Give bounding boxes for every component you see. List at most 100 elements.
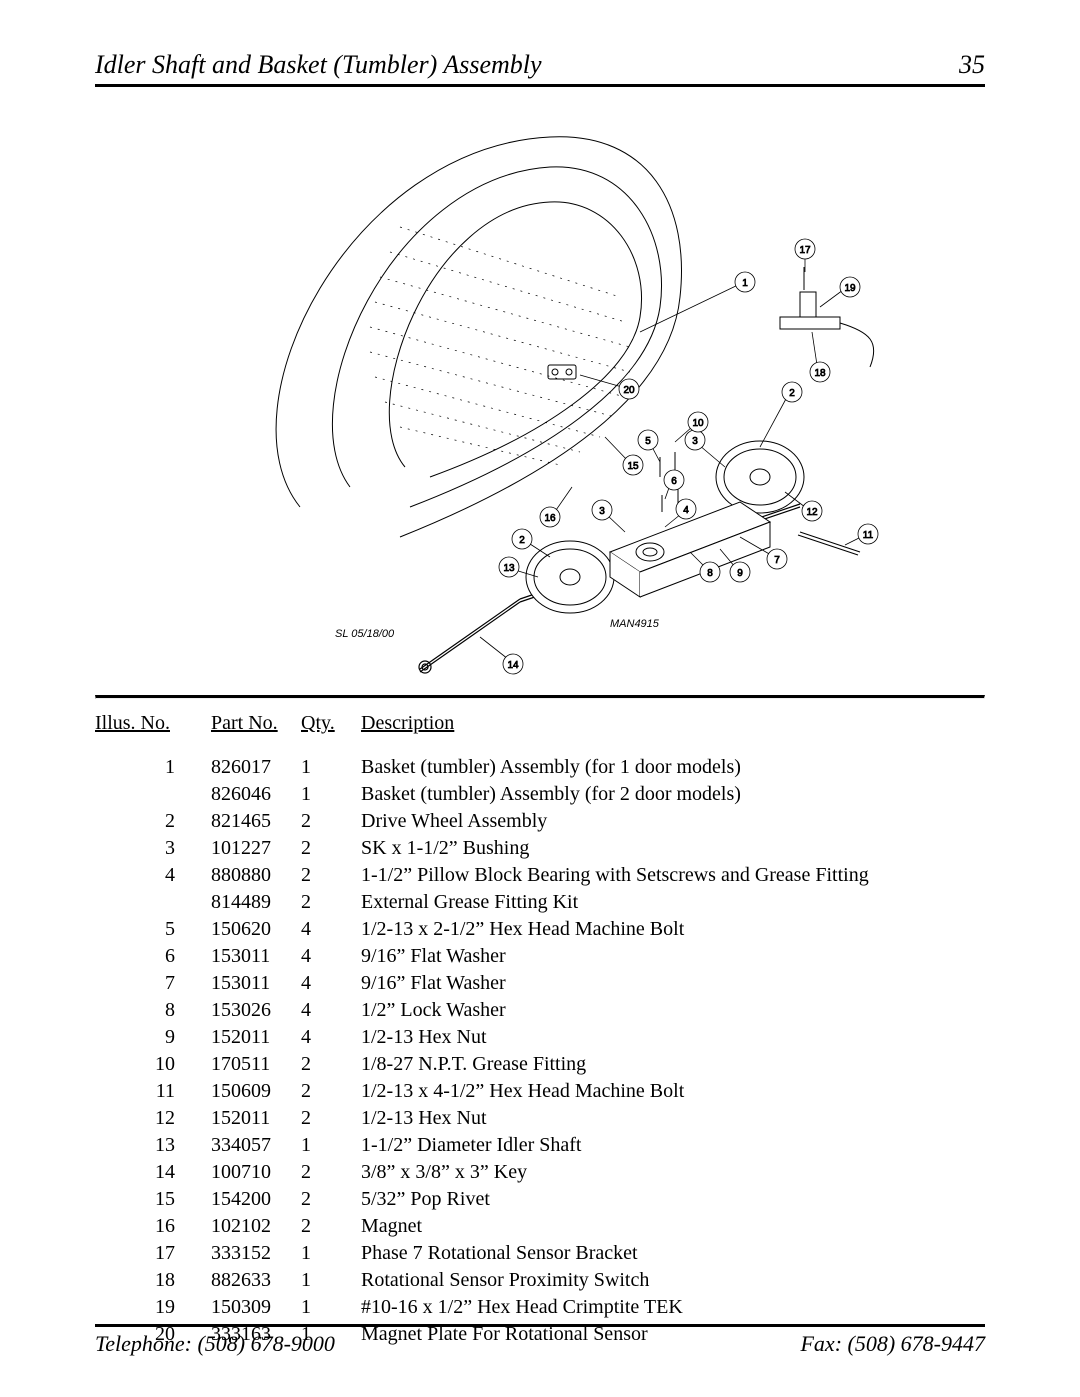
cell-part: 154200	[205, 1186, 295, 1213]
cell-part: 150309	[205, 1294, 295, 1321]
callout-13: 13	[503, 563, 515, 574]
cell-illus: 13	[95, 1132, 205, 1159]
cell-desc: 1/2-13 Hex Nut	[355, 1105, 985, 1132]
cell-desc: External Grease Fitting Kit	[355, 889, 985, 916]
diagram-note-center: MAN4915	[610, 618, 660, 630]
col-header-desc: Description	[355, 709, 985, 754]
cell-part: 100710	[205, 1159, 295, 1186]
cell-qty: 4	[295, 970, 355, 997]
cell-qty: 4	[295, 916, 355, 943]
table-row: 1333405711-1/2” Diameter Idler Shaft	[95, 1132, 985, 1159]
callout-2b: 2	[519, 535, 525, 546]
cell-desc: Drive Wheel Assembly	[355, 808, 985, 835]
cell-illus: 6	[95, 943, 205, 970]
cell-qty: 1	[295, 1240, 355, 1267]
cell-desc: SK x 1-1/2” Bushing	[355, 835, 985, 862]
cell-illus: 2	[95, 808, 205, 835]
table-row: 488088021-1/2” Pillow Block Bearing with…	[95, 862, 985, 889]
table-row: 188826331Rotational Sensor Proximity Swi…	[95, 1267, 985, 1294]
parts-table-body: 18260171Basket (tumbler) Assembly (for 1…	[95, 754, 985, 1348]
cell-desc: 1/2” Lock Washer	[355, 997, 985, 1024]
cell-desc: #10-16 x 1/2” Hex Head Crimptite TEK	[355, 1294, 985, 1321]
page-title: Idler Shaft and Basket (Tumbler) Assembl…	[95, 50, 542, 80]
table-row: 18260171Basket (tumbler) Assembly (for 1…	[95, 754, 985, 781]
cell-desc: 1/2-13 Hex Nut	[355, 1024, 985, 1051]
callout-8: 8	[707, 568, 713, 579]
callout-20: 20	[623, 385, 635, 396]
col-header-part: Part No.	[205, 709, 295, 754]
table-row: 715301149/16” Flat Washer	[95, 970, 985, 997]
cell-qty: 2	[295, 808, 355, 835]
table-row: 1410071023/8” x 3/8” x 3” Key	[95, 1159, 985, 1186]
callout-19: 19	[844, 283, 856, 294]
cell-qty: 1	[295, 754, 355, 781]
callout-2: 2	[789, 388, 795, 399]
cell-part: 333152	[205, 1240, 295, 1267]
cell-illus: 16	[95, 1213, 205, 1240]
cell-part: 882633	[205, 1267, 295, 1294]
table-top-rule	[95, 695, 985, 699]
cell-qty: 1	[295, 1267, 355, 1294]
cell-desc: 1-1/2” Diameter Idler Shaft	[355, 1132, 985, 1159]
table-row: 1115060921/2-13 x 4-1/2” Hex Head Machin…	[95, 1078, 985, 1105]
cell-part: 153026	[205, 997, 295, 1024]
cell-qty: 4	[295, 1024, 355, 1051]
parts-table: Illus. No. Part No. Qty. Description 182…	[95, 709, 985, 1348]
table-row: 815302641/2” Lock Washer	[95, 997, 985, 1024]
table-row: 28214652Drive Wheel Assembly	[95, 808, 985, 835]
cell-qty: 2	[295, 1186, 355, 1213]
cell-desc: 1-1/2” Pillow Block Bearing with Setscre…	[355, 862, 985, 889]
table-row: 191503091#10-16 x 1/2” Hex Head Crimptit…	[95, 1294, 985, 1321]
table-row: 173331521Phase 7 Rotational Sensor Brack…	[95, 1240, 985, 1267]
cell-illus: 14	[95, 1159, 205, 1186]
cell-illus	[95, 889, 205, 916]
table-row: 1515420025/32” Pop Rivet	[95, 1186, 985, 1213]
cell-illus: 5	[95, 916, 205, 943]
cell-part: 152011	[205, 1024, 295, 1051]
callout-12: 12	[806, 507, 818, 518]
cell-qty: 1	[295, 781, 355, 808]
table-row: 161021022Magnet	[95, 1213, 985, 1240]
footer-telephone: Telephone: (508) 678-9000	[95, 1331, 335, 1357]
col-header-qty: Qty.	[295, 709, 355, 754]
col-header-illus: Illus. No.	[95, 709, 205, 754]
cell-part: 814489	[205, 889, 295, 916]
callout-1: 1	[742, 278, 748, 289]
diagram-note-left: SL 05/18/00	[335, 628, 395, 640]
cell-part: 153011	[205, 943, 295, 970]
cell-part: 153011	[205, 970, 295, 997]
cell-illus: 7	[95, 970, 205, 997]
cell-desc: Basket (tumbler) Assembly (for 2 door mo…	[355, 781, 985, 808]
cell-desc: 3/8” x 3/8” x 3” Key	[355, 1159, 985, 1186]
cell-qty: 1	[295, 1294, 355, 1321]
cell-qty: 2	[295, 1078, 355, 1105]
cell-illus: 10	[95, 1051, 205, 1078]
cell-part: 826046	[205, 781, 295, 808]
cell-illus: 4	[95, 862, 205, 889]
cell-illus: 17	[95, 1240, 205, 1267]
cell-desc: Rotational Sensor Proximity Switch	[355, 1267, 985, 1294]
cell-part: 150620	[205, 916, 295, 943]
callout-17: 17	[799, 245, 811, 256]
cell-illus: 1	[95, 754, 205, 781]
callout-3b: 3	[599, 506, 605, 517]
callout-16: 16	[544, 513, 556, 524]
cell-part: 826017	[205, 754, 295, 781]
cell-part: 152011	[205, 1105, 295, 1132]
page-number: 35	[959, 50, 985, 80]
cell-desc: Basket (tumbler) Assembly (for 1 door mo…	[355, 754, 985, 781]
cell-desc: 9/16” Flat Washer	[355, 943, 985, 970]
table-row: 31012272SK x 1-1/2” Bushing	[95, 835, 985, 862]
callout-14: 14	[507, 660, 519, 671]
cell-illus: 15	[95, 1186, 205, 1213]
table-row: 8144892External Grease Fitting Kit	[95, 889, 985, 916]
cell-desc: Magnet	[355, 1213, 985, 1240]
cell-part: 101227	[205, 835, 295, 862]
parts-table-head: Illus. No. Part No. Qty. Description	[95, 709, 985, 754]
callout-18: 18	[814, 368, 826, 379]
cell-part: 150609	[205, 1078, 295, 1105]
cell-part: 334057	[205, 1132, 295, 1159]
cell-desc: 5/32” Pop Rivet	[355, 1186, 985, 1213]
page-footer: Telephone: (508) 678-9000 Fax: (508) 678…	[95, 1324, 985, 1357]
exploded-diagram-svg: 1 2 2 3 3 4 5 6 7 8	[180, 107, 900, 687]
